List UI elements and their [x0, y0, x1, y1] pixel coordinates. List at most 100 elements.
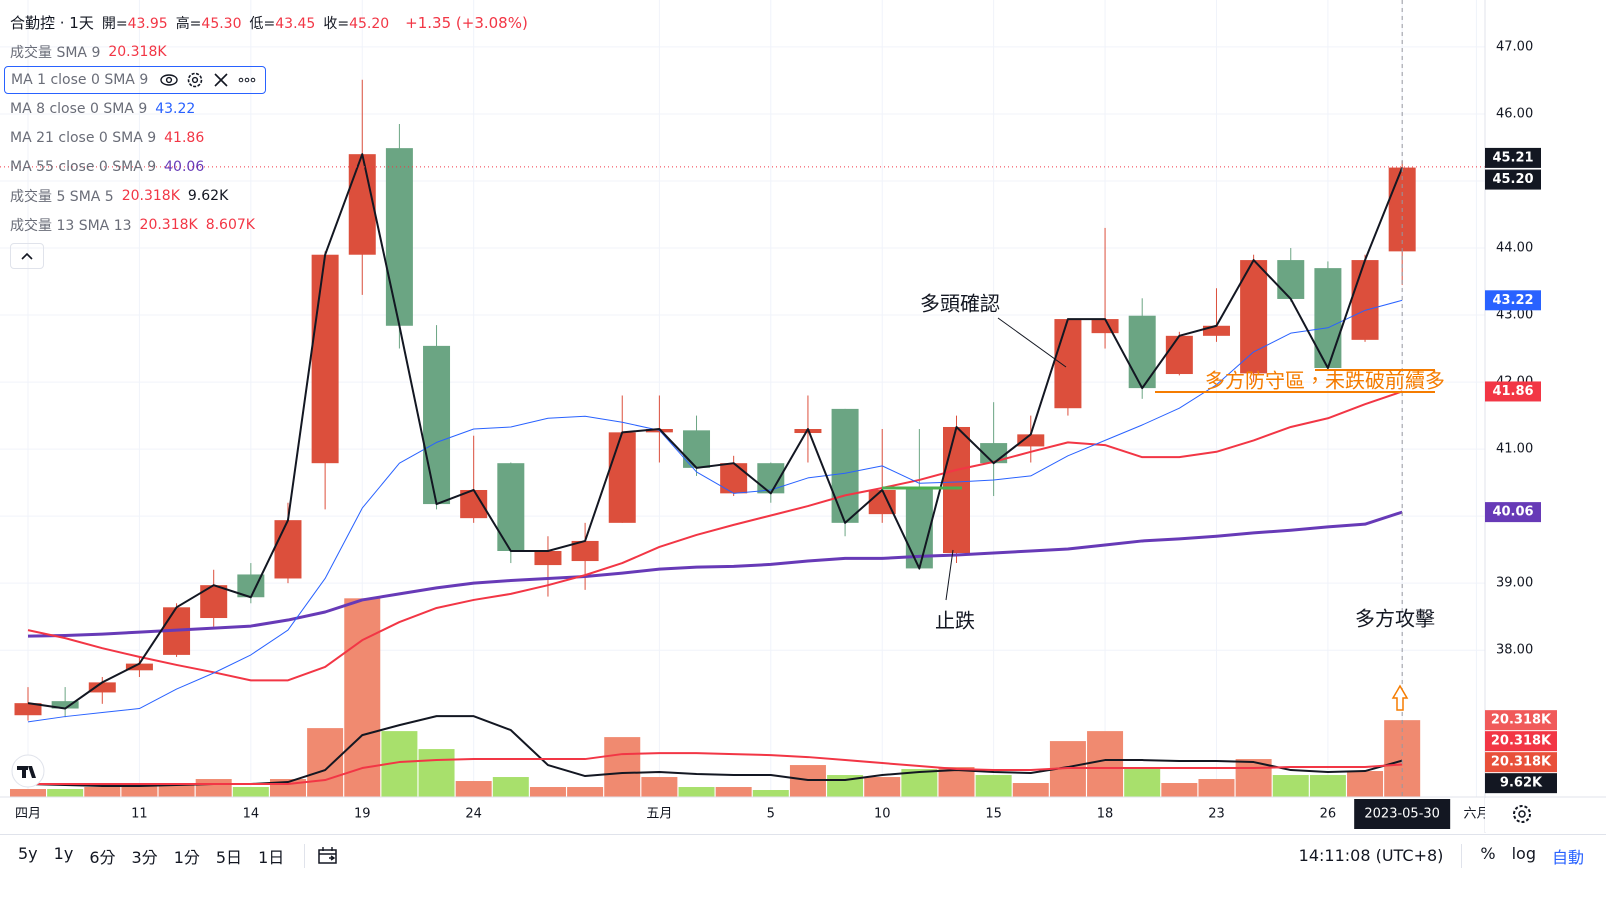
y-tick-label: 46.00 [1496, 106, 1533, 121]
x-tick-label: 19 [354, 807, 371, 822]
legend-value: 9.62K [187, 187, 229, 204]
crosshair-badge [1354, 799, 1451, 829]
ma-line [27, 299, 1403, 723]
candle-body [608, 432, 636, 523]
legend-name: MA 21 close 0 SMA 9 [10, 129, 157, 146]
candle-body [125, 663, 153, 671]
volume-bar [1272, 775, 1309, 797]
candle-body [831, 408, 859, 523]
volume-bar [418, 749, 455, 797]
volume-badge [1485, 710, 1557, 731]
y-tick-label: 47.00 [1496, 39, 1533, 54]
eye-icon[interactable] [160, 71, 178, 89]
collapse-button[interactable] [10, 243, 44, 269]
range-button[interactable]: 5y [18, 843, 38, 863]
candle-body [1128, 315, 1156, 389]
price-badge [1485, 147, 1541, 168]
volume-bar [641, 777, 678, 797]
legend-row[interactable]: 成交量 13 SMA 13 20.318K 8.607K [10, 210, 528, 239]
candle-body [348, 154, 376, 255]
ohlc-item: 開=43.95 [102, 16, 168, 32]
symbol-title[interactable]: 合勤控 · 1天 [10, 14, 94, 32]
legend-value: 20.318K [108, 43, 167, 60]
separator [304, 843, 306, 868]
candle-body [14, 703, 42, 716]
y-tick-label: 44.00 [1496, 241, 1533, 256]
x-tick-label: 26 [1320, 807, 1337, 822]
range-buttons: 5y 1y 6分 3分 1分 5日 1日 [10, 844, 292, 868]
ohlc-value: 45.20 [349, 15, 390, 32]
legend: 合勤控 · 1天 開=43.95 高=45.30 低=43.45 收=45.20 +1… [4, 8, 528, 269]
y-tick-label: 41.00 [1496, 442, 1533, 457]
ma-line [27, 153, 1404, 710]
date-range-icon[interactable] [317, 846, 339, 866]
x-tick-label: 四月 [15, 807, 41, 822]
legend-row[interactable]: MA 55 close 0 SMA 9 40.06 [10, 152, 528, 181]
x-tick-label: 2023-05-30 [1364, 807, 1440, 822]
legend-row[interactable]: 成交量 5 SMA 5 20.318K 9.62K [10, 181, 528, 210]
price-badge [1485, 502, 1541, 523]
scale-option[interactable]: % [1480, 843, 1496, 863]
remove-icon[interactable] [212, 71, 230, 89]
range-button[interactable]: 5日 [215, 847, 243, 867]
logo-bg [11, 754, 45, 788]
arrow [1391, 684, 1409, 711]
callout-line [945, 549, 954, 601]
candle-body [88, 682, 116, 693]
legend-name: MA 1 close 0 SMA 9 [11, 72, 149, 88]
legend-value: 8.607K [205, 216, 255, 233]
volume-badge-label: 20.318K [1491, 713, 1552, 728]
x-tick-label: 24 [465, 807, 482, 822]
volume-bar [715, 787, 752, 797]
ohlc-value: 43.45 [275, 15, 316, 32]
candle-body [571, 540, 599, 562]
legend-row[interactable]: MA 1 close 0 SMA 9 [4, 66, 266, 94]
annotation: 多方防守區，未跌破前續多 [1205, 369, 1445, 393]
ohlc-value: 43.95 [127, 15, 168, 32]
callout-line [997, 317, 1067, 368]
price-badge-label: 45.21 [1492, 150, 1533, 165]
legend-row[interactable]: 成交量 SMA 9 20.318K [10, 37, 528, 66]
candle-body [1091, 319, 1119, 334]
price-badge-label: 40.06 [1492, 505, 1533, 520]
header: 合勤控 · 1天 開=43.95 高=45.30 低=43.45 收=45.20 +1… [10, 8, 528, 37]
settings-button[interactable] [1513, 805, 1531, 823]
price-badge [1485, 381, 1541, 402]
change: +1.35 (+3.08%) [405, 13, 528, 32]
volume-badge-label: 20.318K [1491, 755, 1552, 770]
scale-options: % log 自動 [1472, 844, 1592, 868]
range-button[interactable]: 1日 [258, 847, 285, 867]
x-tick-label: 5 [767, 807, 775, 822]
volume-bar [195, 779, 232, 797]
legend-value: 20.318K [139, 216, 198, 233]
candle-body [385, 148, 413, 326]
range-button[interactable]: 3分 [131, 847, 158, 867]
candle-body [1314, 268, 1342, 369]
range-button[interactable]: 6分 [89, 847, 116, 867]
volume-bar [1161, 783, 1198, 797]
candle-body [943, 426, 970, 554]
x-tick-label: 10 [874, 807, 891, 822]
legend-row[interactable]: MA 21 close 0 SMA 9 41.86 [10, 123, 528, 152]
scale-option[interactable]: 自動 [1551, 847, 1584, 867]
range-button[interactable]: 1y [53, 843, 74, 863]
more-icon[interactable] [238, 71, 256, 89]
legend-row[interactable]: MA 8 close 0 SMA 9 43.22 [10, 94, 528, 123]
x-tick-label: 11 [131, 807, 148, 822]
candle-body [1351, 260, 1379, 340]
volume-bar [864, 777, 901, 797]
logo [11, 754, 45, 788]
candle-body [1240, 260, 1268, 374]
ohlc: 開=43.95 高=45.30 低=43.45 收=45.20 [102, 13, 397, 33]
axis-corner [1485, 798, 1606, 832]
y-tick-label: 38.00 [1496, 643, 1533, 658]
candle-body [534, 550, 562, 566]
volume-bar [604, 737, 641, 797]
scale-option[interactable]: log [1511, 843, 1536, 863]
legend-value: 20.318K [121, 187, 180, 204]
candle-body [683, 430, 711, 468]
clock[interactable]: 14:11:08 (UTC+8) [1298, 846, 1444, 865]
ohlc-value: 45.30 [201, 15, 242, 32]
settings-icon[interactable] [186, 71, 204, 89]
range-button[interactable]: 1分 [173, 847, 200, 867]
